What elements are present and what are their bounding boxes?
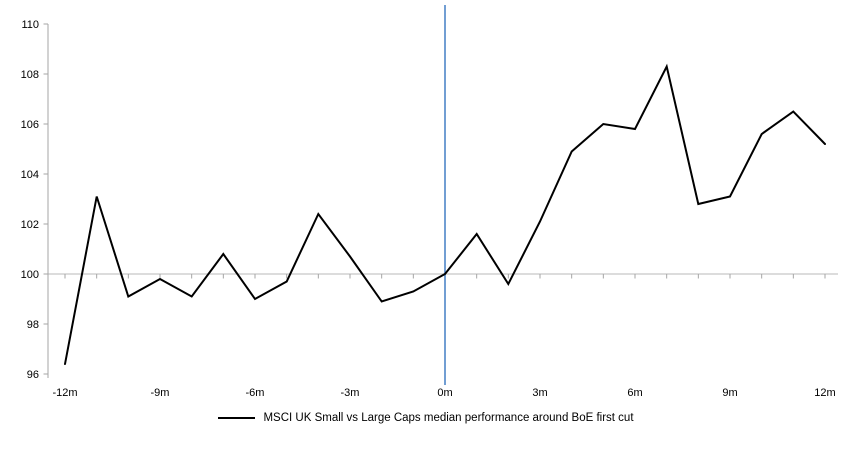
legend-label: MSCI UK Small vs Large Caps median perfo… bbox=[263, 412, 634, 424]
y-tick-label: 98 bbox=[27, 319, 39, 331]
x-tick-label: 6m bbox=[627, 387, 642, 399]
y-tick-label: 106 bbox=[21, 119, 39, 131]
series-line bbox=[64, 63, 826, 365]
y-tick-label: 104 bbox=[21, 169, 39, 181]
x-tick-label: -3m bbox=[341, 387, 360, 399]
y-tick-label: 96 bbox=[27, 369, 39, 381]
x-tick-label: -9m bbox=[151, 387, 170, 399]
x-tick-label: -6m bbox=[246, 387, 265, 399]
x-tick-label: 3m bbox=[532, 387, 547, 399]
x-tick-label: 9m bbox=[722, 387, 737, 399]
y-tick-label: 108 bbox=[21, 69, 39, 81]
x-tick-label: -12m bbox=[52, 387, 77, 399]
y-tick-label: 100 bbox=[21, 269, 39, 281]
legend: MSCI UK Small vs Large Caps median perfo… bbox=[0, 412, 852, 424]
legend-line-sample bbox=[218, 417, 256, 419]
y-tick-label: 110 bbox=[21, 19, 39, 31]
x-tick-label: 12m bbox=[814, 387, 835, 399]
x-tick-label: 0m bbox=[437, 387, 452, 399]
y-tick-label: 102 bbox=[21, 219, 39, 231]
